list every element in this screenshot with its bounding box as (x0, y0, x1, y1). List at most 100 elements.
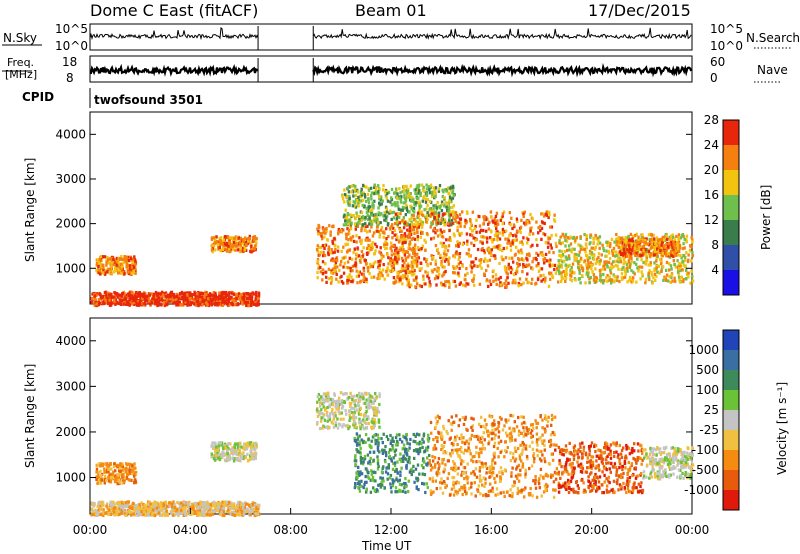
velocity-cell (111, 472, 114, 476)
power-cell (418, 218, 422, 222)
power-cell (123, 292, 126, 296)
power-cell (416, 227, 419, 231)
power-cell (622, 262, 625, 266)
power-cell (395, 249, 398, 253)
power-cell (651, 240, 655, 244)
power-cell (577, 260, 580, 264)
velocity-cell (114, 474, 117, 478)
power-cell (186, 298, 189, 303)
power-cell (95, 293, 98, 297)
power-cell (536, 243, 539, 247)
power-cell (322, 250, 325, 254)
velocity-cell (90, 513, 93, 517)
power-cell (613, 240, 616, 244)
power-cell (528, 221, 531, 225)
power-cell (410, 283, 413, 287)
power-cell (448, 215, 451, 219)
power-cell (622, 265, 625, 270)
power-cell (558, 265, 561, 269)
power-cell (372, 213, 375, 217)
power-cell (218, 300, 222, 304)
power-cell (425, 232, 429, 236)
power-cell (432, 208, 435, 212)
power-cell (362, 266, 365, 270)
power-cell (609, 271, 613, 275)
power-cell (547, 215, 550, 220)
power-cell (547, 284, 551, 288)
power-cell (130, 265, 133, 269)
power-cell (316, 259, 320, 264)
power-cell (529, 212, 532, 217)
power-cell (369, 186, 373, 190)
power-cell (410, 195, 413, 199)
power-cell (594, 280, 598, 284)
power-colorbar-frame (722, 119, 740, 296)
power-cell (547, 237, 550, 241)
power-cell (398, 238, 402, 242)
power-cell (421, 231, 424, 235)
velocity-cell (177, 511, 181, 515)
power-cell (661, 265, 665, 269)
power-cell (329, 251, 333, 255)
velocity-cell (131, 464, 134, 468)
power-ytick-label: 4000 (55, 127, 86, 141)
power-cell (684, 256, 687, 260)
velocity-cell (188, 508, 191, 512)
power-cell (644, 238, 647, 242)
power-cell (583, 233, 586, 237)
power-cell (103, 255, 107, 259)
power-cell (253, 247, 256, 251)
power-cell (392, 276, 396, 280)
power-cell (105, 263, 108, 267)
power-cell (654, 278, 657, 282)
power-cell (521, 270, 524, 274)
power-cell (446, 280, 449, 284)
power-cell (488, 247, 491, 252)
power-cell (395, 237, 398, 242)
power-cell (689, 281, 692, 285)
power-cell (599, 276, 602, 280)
power-cell (644, 248, 647, 252)
velocity-cell (122, 501, 126, 505)
velocity-cell (107, 512, 111, 517)
power-cell (432, 206, 435, 210)
power-cell (480, 258, 483, 262)
power-cell (370, 264, 373, 268)
power-cell (340, 260, 343, 264)
power-cell (120, 254, 123, 259)
power-cell (347, 213, 350, 217)
power-cell (398, 187, 401, 191)
power-cell (351, 204, 355, 208)
power-cell (98, 258, 101, 262)
power-cell (568, 244, 571, 248)
power-cell (425, 192, 428, 196)
power-cell (451, 221, 454, 225)
power-cell (183, 294, 186, 298)
power-cell (235, 296, 238, 300)
power-cell (447, 191, 450, 196)
power-cell (374, 219, 377, 223)
power-cell (644, 262, 648, 266)
power-cell (456, 252, 459, 256)
power-cell (565, 239, 569, 243)
power-cell (408, 240, 412, 244)
power-cell (344, 232, 348, 236)
power-cell (431, 270, 434, 274)
power-cell (403, 253, 407, 257)
power-ylabel: Slant Range [km] (23, 158, 37, 262)
power-cell (184, 300, 187, 304)
power-cell (499, 218, 502, 222)
power-cell (99, 301, 102, 305)
power-cell (442, 256, 445, 260)
power-cell (357, 270, 360, 274)
velocity-cell (168, 501, 171, 505)
power-cell (660, 250, 663, 254)
power-cell (408, 210, 411, 214)
power-cell (504, 229, 508, 233)
power-cell (415, 225, 419, 229)
power-cell (412, 251, 415, 255)
power-cell (130, 293, 134, 298)
velocity-cell (187, 509, 190, 513)
power-cell (617, 260, 620, 264)
power-cell (511, 226, 514, 231)
